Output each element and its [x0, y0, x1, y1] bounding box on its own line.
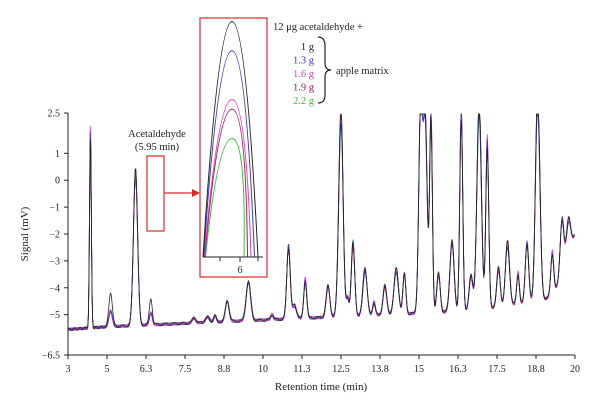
inset-trace	[202, 20, 259, 258]
y-ticks: 2.5 1 0 −1 −2 −3 −4 −5 −6.5	[42, 109, 68, 362]
x-tick-label: 8.8	[218, 364, 231, 375]
y-tick-label: −6.5	[42, 351, 60, 362]
legend-bracket-label: apple matrix	[336, 66, 390, 77]
x-axis-title: Retention time (min)	[275, 381, 368, 393]
y-tick-label: −3	[49, 256, 60, 267]
annotation-retention-time: (5.95 min)	[135, 142, 180, 153]
y-tick-label: −4	[49, 283, 60, 294]
y-tick-label: 2.5	[48, 109, 61, 120]
y-axis-title: Signal (mV)	[19, 206, 31, 261]
y-tick-label: 1	[55, 149, 60, 160]
legend-entry: 1 g	[301, 42, 315, 53]
x-tick-label: 5	[105, 364, 110, 375]
inset-x-tick-label: 6	[238, 265, 243, 276]
peak-highlight-box	[146, 155, 165, 232]
x-tick-label: 6.3	[140, 364, 153, 375]
x-tick-label: 10	[258, 364, 268, 375]
x-tick-label: 15	[414, 364, 424, 375]
x-tick-label: 12.5	[332, 364, 350, 375]
x-tick-label: 20	[570, 364, 580, 375]
x-ticks: 3 5 6.3 7.5 8.8 10 11.3 12.5 13.8 15 16.3 17.5 18.8 2…	[66, 355, 580, 375]
legend-entry: 1.3 g	[293, 56, 315, 67]
zoom-arrow-head	[192, 189, 200, 197]
x-tick-label: 13.8	[371, 364, 389, 375]
y-tick-label: −2	[49, 230, 60, 241]
legend-bracket	[317, 36, 332, 104]
x-tick-label: 7.5	[179, 364, 192, 375]
y-tick-label: −1	[49, 203, 60, 214]
inset-trace	[204, 137, 245, 258]
inset-traces	[202, 20, 259, 258]
inset-trace	[203, 50, 255, 258]
y-tick-label: −5	[49, 310, 60, 321]
inset-trace	[203, 98, 252, 258]
chromatogram-traces	[67, 113, 575, 332]
x-tick-label: 11.3	[293, 364, 310, 375]
x-tick-label: 16.3	[449, 364, 467, 375]
trace-line	[67, 113, 575, 331]
legend-entry: 1.6 g	[293, 69, 315, 80]
legend-entry: 1.9 g	[293, 83, 315, 94]
x-tick-label: 17.5	[488, 364, 506, 375]
legend-entry: 2.2 g	[293, 96, 315, 107]
x-tick-label: 3	[66, 364, 71, 375]
legend: 1 g 1.3 g 1.6 g 1.9 g 2.2 g	[293, 42, 315, 107]
x-tick-label: 18.8	[527, 364, 545, 375]
inset-trace	[204, 108, 248, 258]
annotation-acetaldehyde: Acetaldehyde	[128, 129, 186, 140]
inset-zoom: 6	[199, 17, 268, 278]
legend-heading: 12 μg acetaldehyde +	[273, 22, 363, 33]
y-tick-label: 0	[55, 176, 60, 187]
